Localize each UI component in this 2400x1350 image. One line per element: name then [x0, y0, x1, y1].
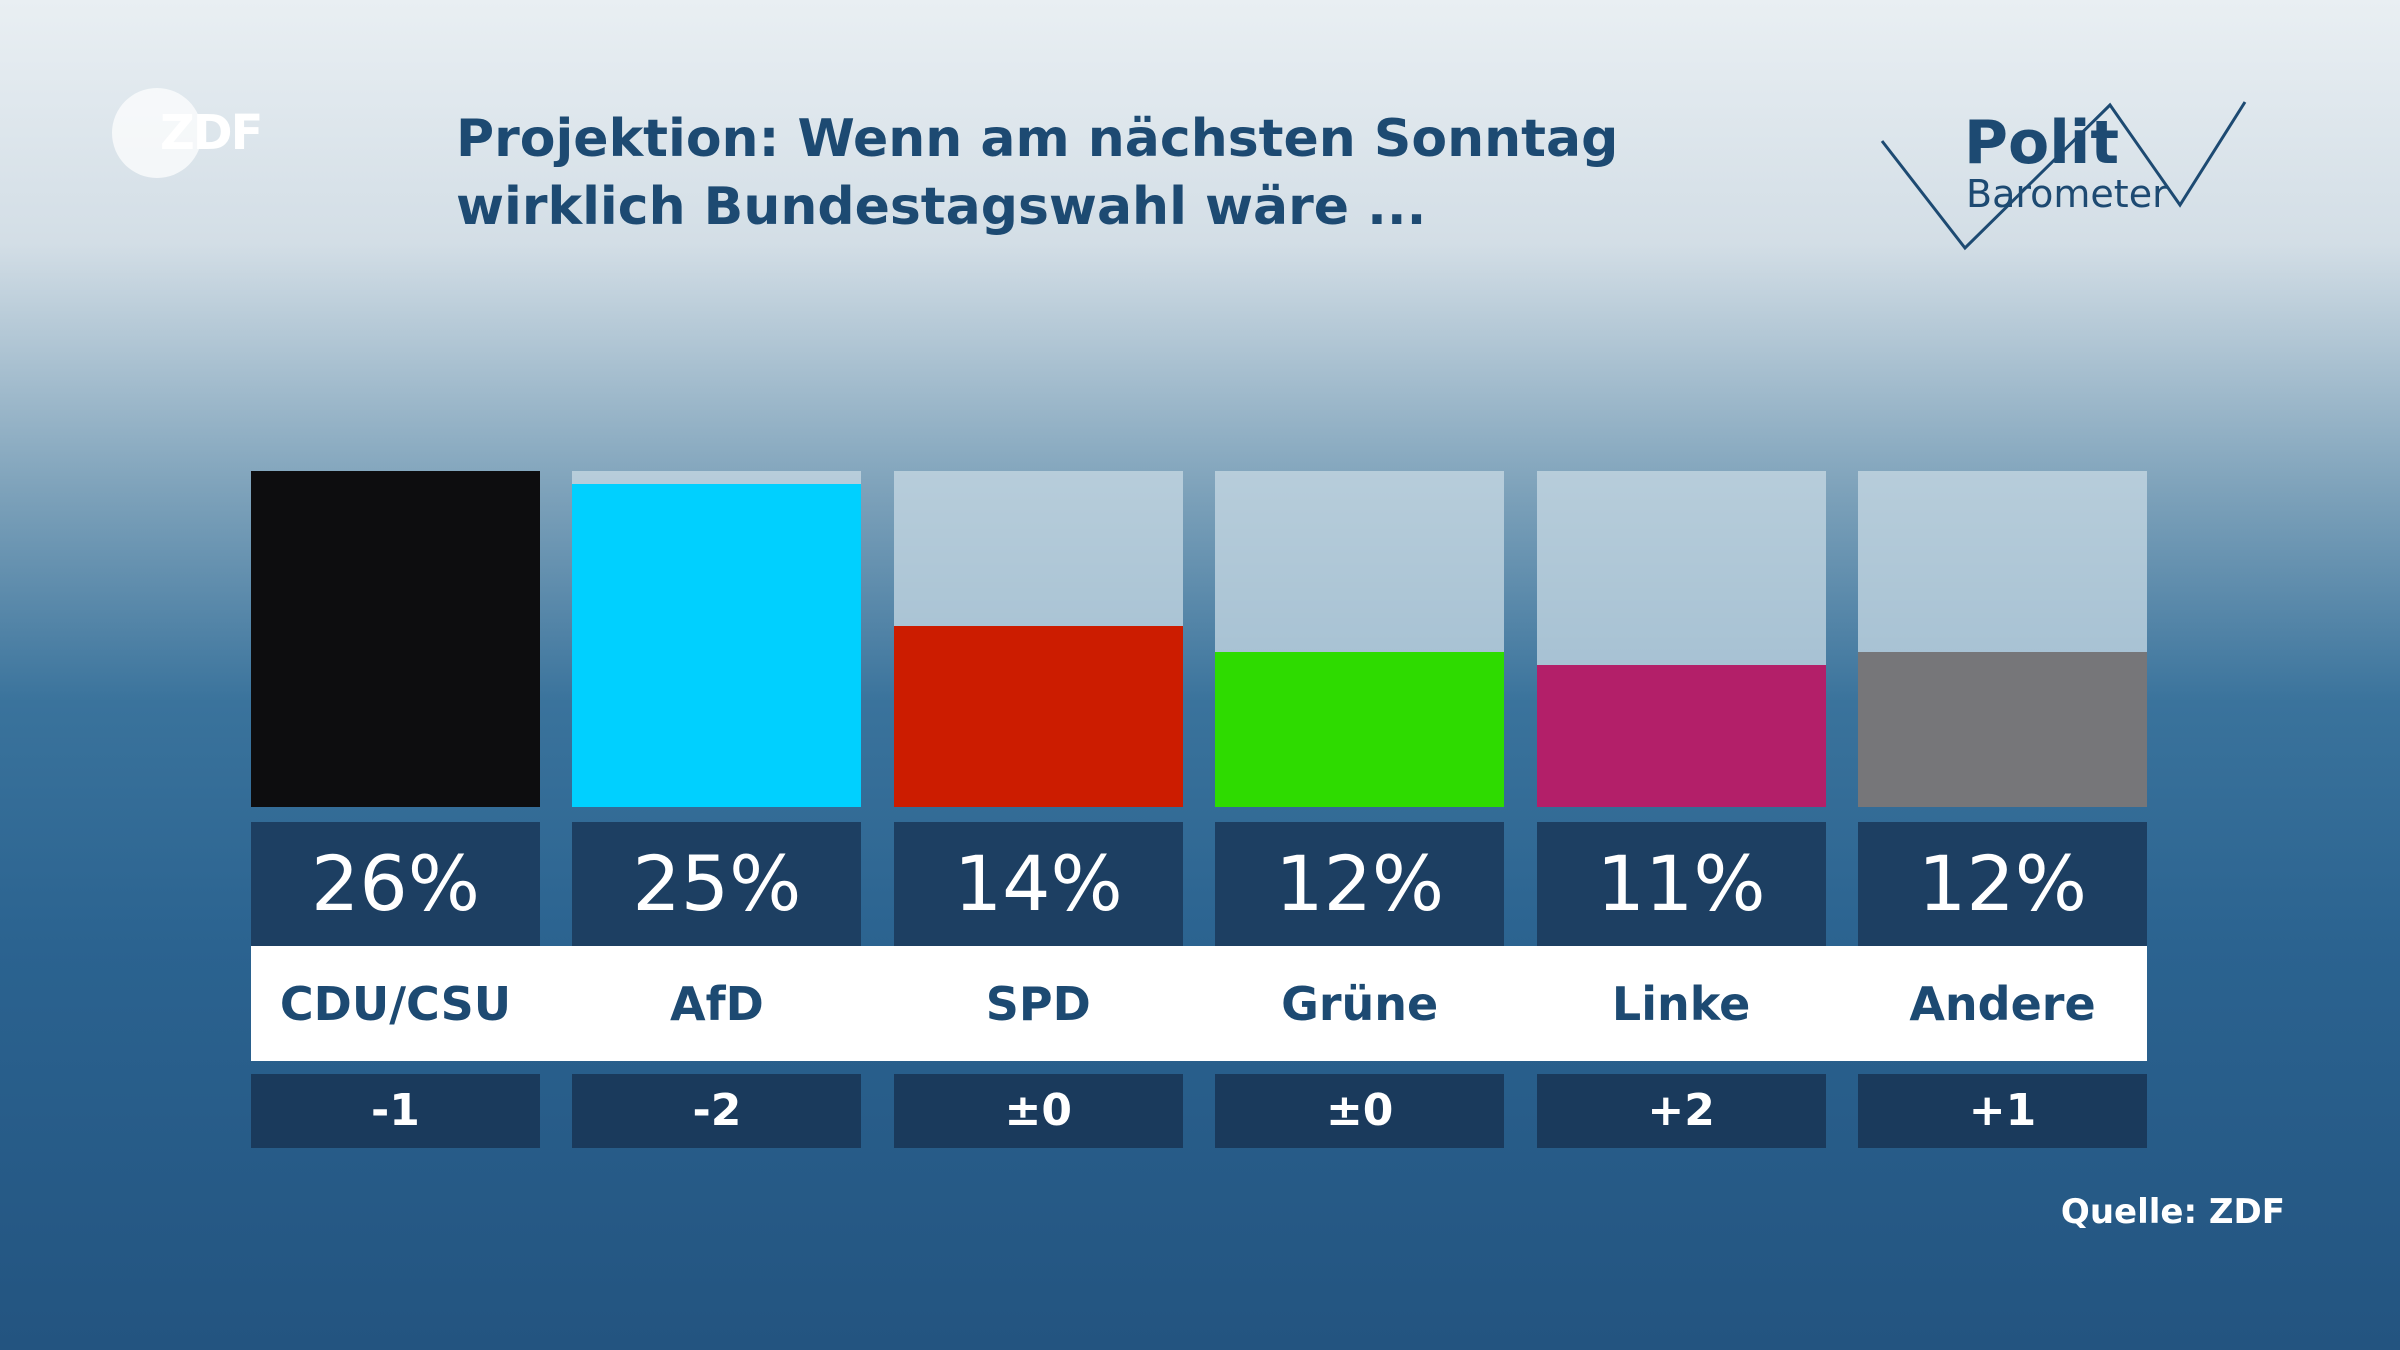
change-label: ±0	[1215, 1074, 1505, 1148]
brand: Polit	[1964, 108, 2120, 178]
bar	[1536, 664, 1826, 807]
value-label: 26%	[251, 822, 540, 946]
x-tick-label: Grüne	[1281, 976, 1439, 1031]
change-label: +1	[1858, 1074, 2147, 1148]
brand: Barometer	[1966, 172, 2168, 216]
value-label: 12%	[1215, 822, 1505, 946]
x-tick-label: AfD	[669, 976, 764, 1031]
value-label: 14%	[893, 822, 1183, 946]
value-label: 25%	[572, 822, 862, 946]
bar	[1215, 651, 1505, 807]
value-label: 12%	[1858, 822, 2147, 946]
value-label: 11%	[1536, 822, 1826, 946]
logo: ZDF	[160, 105, 263, 161]
source: Quelle: ZDF	[2060, 1192, 2285, 1232]
bar	[1858, 651, 2147, 807]
label-row	[251, 946, 2147, 1061]
change-label: -2	[572, 1074, 862, 1148]
change-label: -1	[251, 1074, 540, 1148]
change-label: +2	[1536, 1074, 1826, 1148]
bar	[893, 626, 1183, 807]
bar	[251, 471, 540, 807]
bar	[572, 483, 862, 807]
x-tick-label: SPD	[985, 976, 1091, 1031]
logo-circle	[112, 88, 202, 178]
brand-line	[1880, 101, 2247, 251]
x-tick-label: Linke	[1611, 976, 1751, 1031]
change-label: ±0	[893, 1074, 1183, 1148]
chart-title: Projektion: Wenn am nächsten Sonntag wir…	[456, 109, 1619, 237]
x-tick-label: Andere	[1909, 976, 2096, 1031]
x-tick-label: CDU/CSU	[279, 976, 512, 1031]
